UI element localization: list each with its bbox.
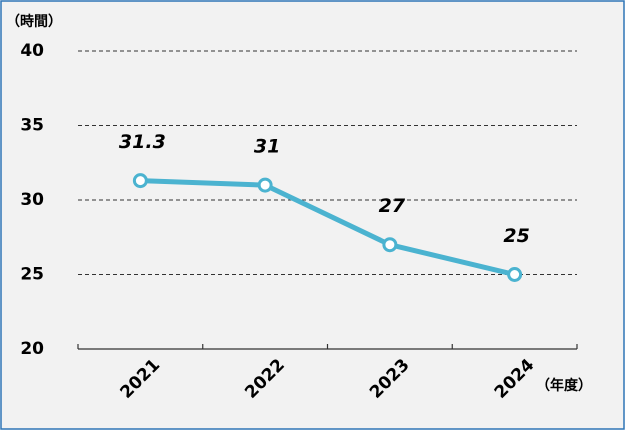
data-label: 27 xyxy=(379,195,406,217)
y-tick-label: 35 xyxy=(20,116,44,136)
data-label: 31 xyxy=(254,136,280,158)
data-point xyxy=(382,237,398,253)
y-tick-label: 20 xyxy=(20,339,44,359)
y-tick-label: 25 xyxy=(20,265,44,285)
data-point xyxy=(507,267,523,282)
y-tick-label: 40 xyxy=(20,41,44,61)
y-tick-label: 30 xyxy=(20,190,44,210)
data-point xyxy=(257,177,273,193)
data-line xyxy=(140,178,516,277)
data-label: 25 xyxy=(503,225,529,247)
x-axis-label: （年度） xyxy=(536,377,592,394)
y-axis-label: （時間） xyxy=(6,13,62,30)
data-label: 31.3 xyxy=(119,131,166,153)
data-point xyxy=(132,173,148,189)
